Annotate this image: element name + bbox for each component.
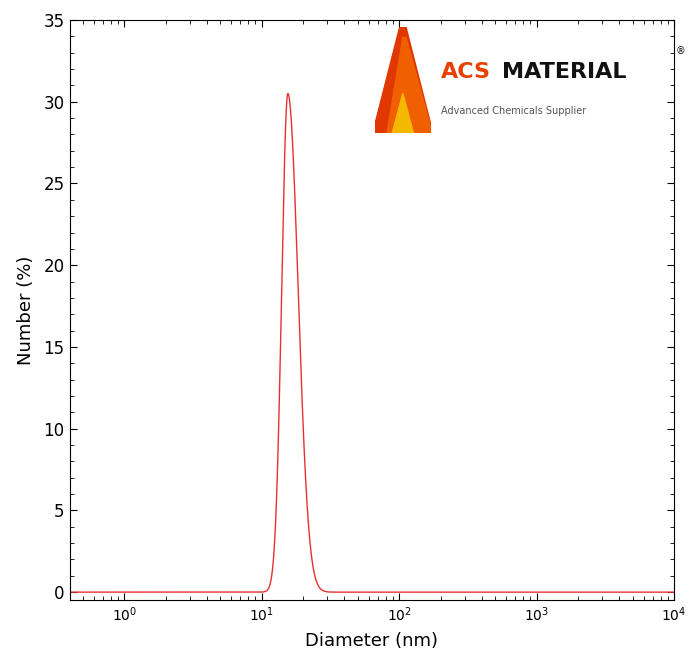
Polygon shape (392, 93, 414, 133)
Text: MATERIAL: MATERIAL (502, 62, 627, 82)
Polygon shape (387, 37, 430, 133)
Text: Advanced Chemicals Supplier: Advanced Chemicals Supplier (441, 106, 587, 115)
Text: ACS: ACS (441, 62, 491, 82)
Y-axis label: Number (%): Number (%) (17, 255, 35, 365)
X-axis label: Diameter (nm): Diameter (nm) (305, 632, 439, 650)
Polygon shape (375, 27, 430, 133)
Text: ®: ® (676, 46, 685, 55)
